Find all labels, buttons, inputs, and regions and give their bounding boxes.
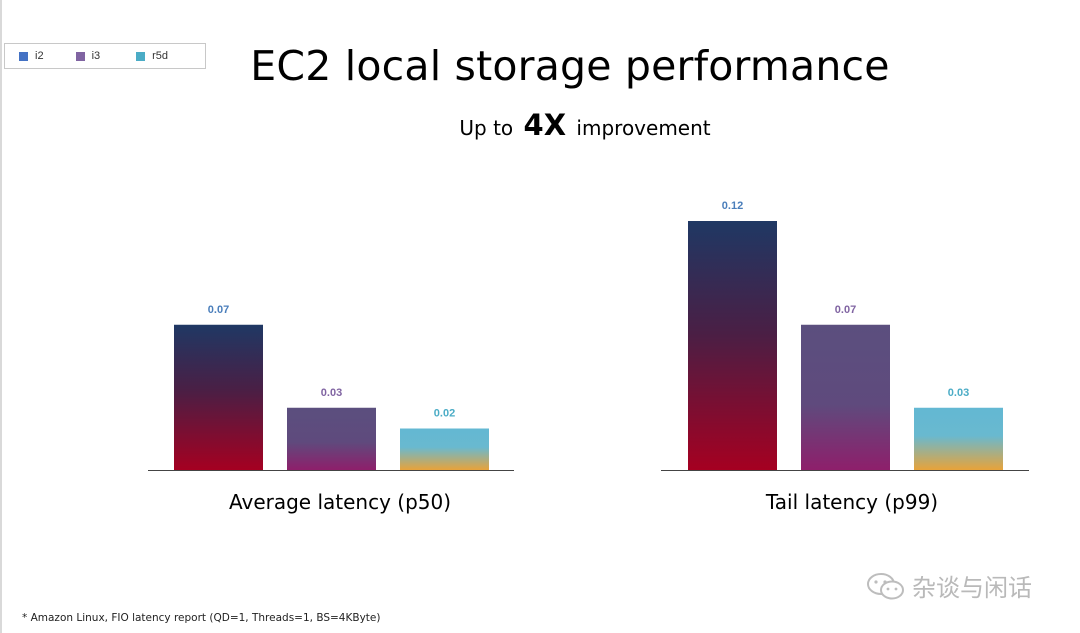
x-axis-title-chart1: Average latency (p50) [229,490,451,514]
legend-item-i2: i2 [19,50,44,62]
legend-label-r5d: r5d [152,50,169,62]
legend-label-i2: i2 [35,50,44,62]
legend-item-i3: i3 [75,50,101,62]
subtitle-suffix: improvement [576,116,711,140]
data-label-i3-chart1: 0.03 [321,387,342,399]
bar-r5d-chart1 [400,428,489,470]
legend-label-i3: i3 [91,50,101,62]
chart-legend: i2 i3 r5d [4,43,206,69]
data-label-i2-chart2: 0.12 [722,200,743,212]
data-label-i3-chart2: 0.07 [835,304,856,316]
bar-i3-chart1 [287,407,376,470]
watermark: 杂谈与闲话 [866,568,1032,603]
slide-title: EC2 local storage performance [250,42,890,90]
data-label-r5d-chart1: 0.02 [434,408,455,420]
legend-swatch-i3 [75,51,85,61]
subtitle-prefix: Up to [459,116,514,140]
x-axis-title-chart2: Tail latency (p99) [765,490,938,514]
bar-r5d-chart2 [914,407,1003,470]
slide-subtitle: Up to 4X improvement [0,108,1080,142]
data-label-r5d-chart2: 0.03 [948,387,969,399]
legend-swatch-r5d [136,51,146,61]
bar-i2-chart2 [688,221,777,470]
legend-item-r5d: r5d [136,50,168,62]
watermark-text: 杂谈与闲话 [912,574,1032,602]
legend-swatch-i2 [19,51,28,61]
subtitle-highlight: 4X [523,108,567,142]
data-label-i2-chart1: 0.07 [208,304,229,316]
wechat-icon [867,572,904,599]
bar-i3-chart2 [801,324,890,470]
footnote: * Amazon Linux, FIO latency report (QD=1… [22,612,381,624]
bar-i2-chart1 [174,324,263,470]
left-border [0,0,2,633]
